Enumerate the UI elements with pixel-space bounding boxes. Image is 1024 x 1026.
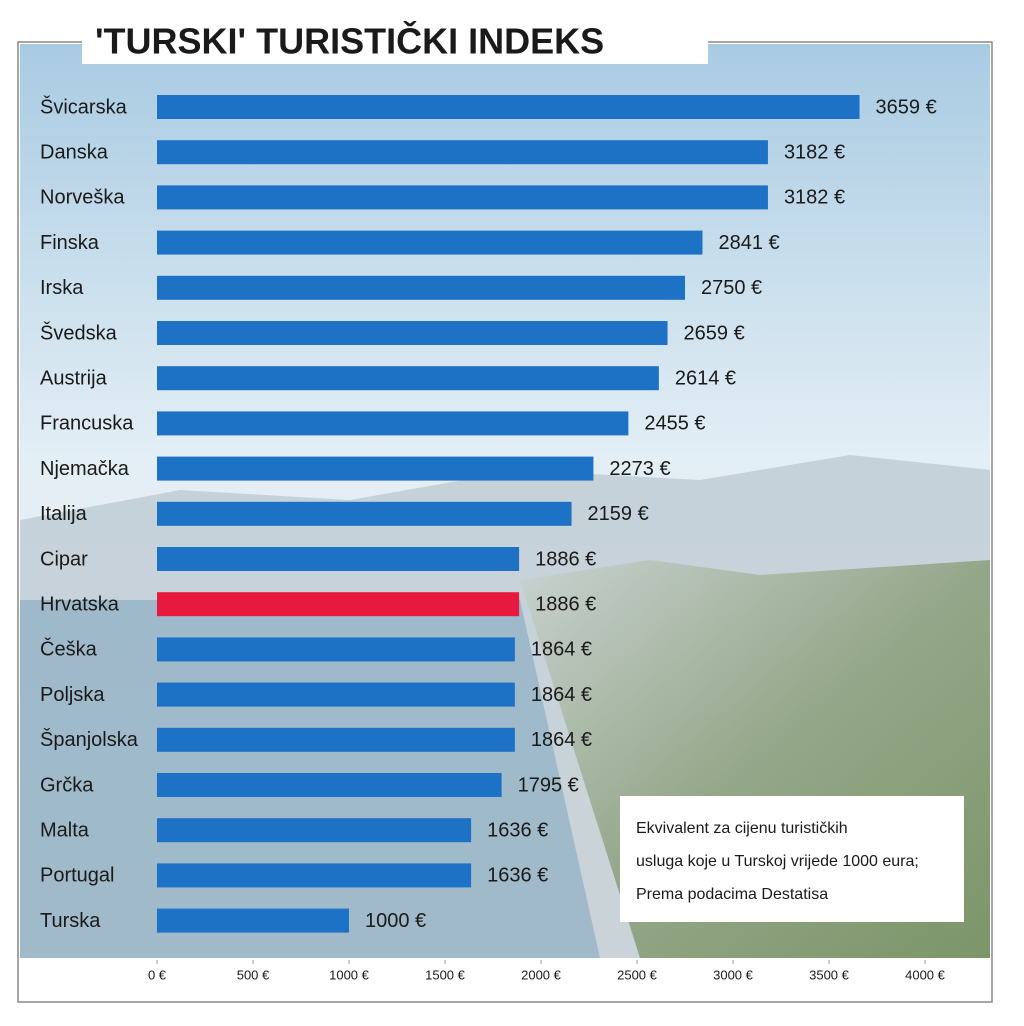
x-tick-label: 4000 € — [905, 967, 946, 982]
category-label: Poljska — [40, 684, 105, 706]
annotation: Prema podacima Destatisa — [636, 886, 828, 903]
x-tick-label: 3000 € — [713, 967, 754, 982]
bar — [157, 321, 668, 345]
bar — [157, 682, 515, 707]
value-label: 3182 € — [784, 187, 845, 209]
bar — [157, 547, 520, 571]
bar — [157, 592, 520, 617]
x-tick-label: 1500 € — [425, 967, 466, 982]
category-label: Cipar — [40, 548, 88, 570]
category-label: Malta — [40, 819, 90, 841]
category-label: Švedska — [40, 321, 118, 344]
category-label: Švicarska — [40, 95, 128, 118]
value-label: 1864 € — [531, 639, 592, 661]
annotation: Ekvivalent za cijenu turističkih — [636, 820, 848, 837]
value-label: 1636 € — [487, 865, 548, 887]
bar — [157, 185, 768, 210]
value-label: 1886 € — [535, 593, 596, 615]
bar — [157, 140, 768, 165]
value-label: 1864 € — [531, 729, 592, 751]
title-box — [82, 20, 708, 64]
value-label: 3659 € — [876, 96, 937, 118]
category-label: Njemačka — [40, 458, 130, 480]
value-label: 2614 € — [675, 367, 736, 389]
category-label: Turska — [40, 910, 101, 932]
x-tick-label: 2000 € — [521, 967, 562, 982]
category-label: Grčka — [40, 774, 94, 796]
value-label: 1795 € — [518, 774, 579, 796]
category-label: Austrija — [40, 367, 108, 389]
value-label: 1886 € — [535, 548, 596, 570]
category-label: Portugal — [40, 865, 115, 887]
value-label: 2659 € — [684, 322, 745, 344]
x-tick-label: 0 € — [148, 967, 167, 982]
value-label: 2750 € — [701, 277, 762, 299]
category-label: Italija — [40, 503, 88, 525]
bar — [157, 230, 703, 255]
annotation-box — [620, 796, 964, 922]
bar — [157, 275, 685, 300]
value-label: 1000 € — [365, 910, 426, 932]
value-label: 3182 € — [784, 141, 845, 163]
x-tick-label: 500 € — [237, 967, 270, 982]
value-label: 1636 € — [487, 819, 548, 841]
category-label: Francuska — [40, 413, 134, 435]
value-label: 2841 € — [718, 232, 779, 254]
bar — [157, 908, 349, 933]
bar — [157, 501, 572, 526]
chart-title: 'TURSKI' TURISTIČKI INDEKS — [95, 20, 604, 62]
category-label: Norveška — [40, 187, 125, 209]
bar — [157, 456, 594, 481]
value-label: 2159 € — [588, 503, 649, 525]
value-label: 2455 € — [644, 413, 705, 435]
bar — [157, 366, 659, 391]
x-tick-label: 1000 € — [329, 967, 370, 982]
value-label: 2273 € — [609, 458, 670, 480]
category-label: Danska — [40, 141, 109, 163]
bar — [157, 818, 472, 843]
category-label: Španjolska — [40, 728, 139, 751]
bar — [157, 773, 502, 797]
x-tick-label: 3500 € — [809, 967, 850, 982]
category-label: Irska — [40, 277, 84, 299]
x-tick-label: 2500 € — [617, 967, 658, 982]
annotation: usluga koje u Turskoj vrijede 1000 eura; — [636, 853, 919, 870]
bar — [157, 863, 472, 888]
bar — [157, 95, 860, 119]
bar — [157, 411, 629, 436]
value-label: 1864 € — [531, 684, 592, 706]
category-label: Finska — [40, 232, 100, 254]
bar — [157, 727, 515, 752]
bar — [157, 637, 515, 662]
category-label: Češka — [40, 638, 98, 661]
category-label: Hrvatska — [40, 593, 120, 615]
